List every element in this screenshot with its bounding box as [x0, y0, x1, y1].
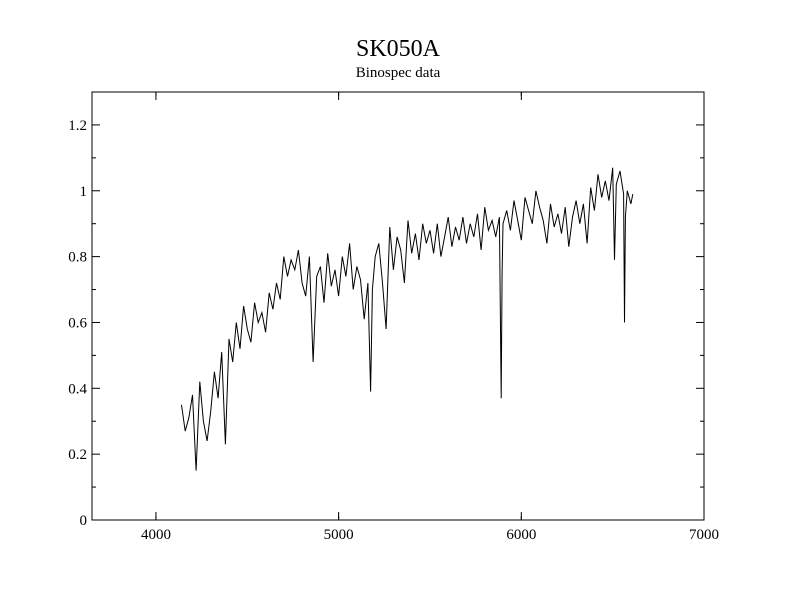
plot-frame [91, 91, 705, 521]
y-tick-label: 1 [80, 184, 88, 200]
y-tick-label: 0.4 [68, 381, 87, 397]
chart-subtitle: Binospec data [356, 65, 441, 81]
y-tick-label: 1.2 [68, 118, 87, 134]
x-tick-label: 4000 [141, 527, 171, 543]
y-tick-label: 0 [80, 513, 88, 529]
axis-ticks [92, 92, 705, 521]
y-tick-label: 0.6 [68, 315, 87, 331]
x-tick-label: 5000 [324, 527, 354, 543]
x-tick-label: 6000 [506, 527, 536, 543]
chart-title: SK050A [356, 36, 441, 62]
axis-tick-labels: 4000 5000 6000 7000 0 0.2 0.4 0.6 0.8 1 1.2 [68, 118, 719, 543]
x-tick-label: 7000 [689, 527, 719, 543]
y-tick-label: 0.8 [68, 250, 87, 266]
series-line [181, 167, 634, 471]
y-tick-label: 0.2 [68, 447, 87, 463]
